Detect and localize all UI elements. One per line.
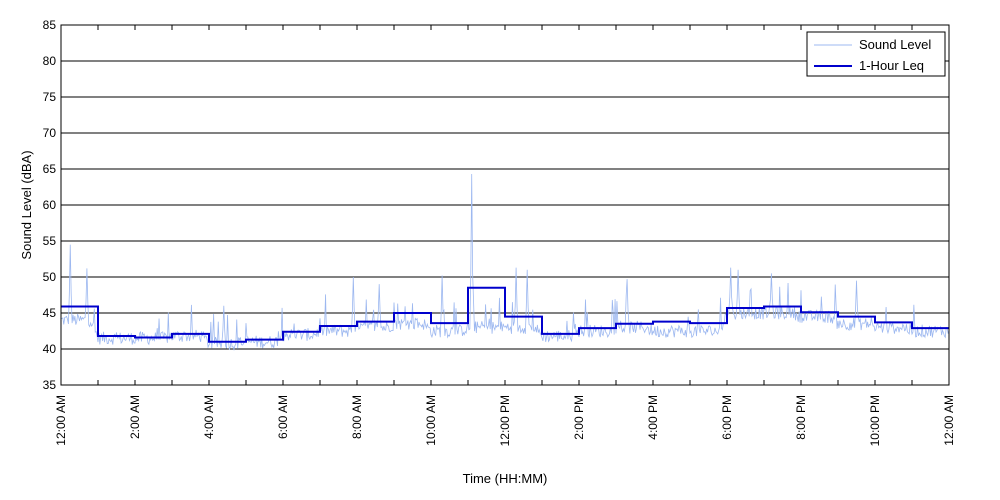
y-tick-label: 45	[43, 306, 57, 320]
y-tick-label: 75	[43, 90, 57, 104]
legend-box	[806, 31, 946, 77]
legend-label-sound-level: Sound Level	[859, 37, 931, 52]
y-tick-label: 55	[43, 234, 57, 248]
x-tick-label: 2:00 PM	[572, 395, 586, 440]
x-axis-title: Time (HH:MM)	[463, 471, 548, 486]
y-tick-label: 60	[43, 198, 57, 212]
x-tick-label: 6:00 PM	[720, 395, 734, 440]
y-tick-label: 70	[43, 126, 57, 140]
x-tick-label: 4:00 AM	[202, 395, 216, 439]
leq-series	[61, 286, 949, 343]
x-tick-label: 10:00 AM	[424, 395, 438, 446]
y-axis: 35 40 45 50 55 60 65 70 75 80 85	[43, 18, 66, 392]
x-tick-label: 2:00 AM	[128, 395, 142, 439]
x-tick-label: 6:00 AM	[276, 395, 290, 439]
x-tick-label: 12:00 AM	[54, 395, 68, 446]
leq-step-line	[61, 286, 949, 343]
x-tick-label: 8:00 AM	[350, 395, 364, 439]
legend-label-leq: 1-Hour Leq	[859, 58, 924, 73]
y-axis-title: Sound Level (dBA)	[19, 150, 34, 259]
x-tick-label: 8:00 PM	[794, 395, 808, 440]
sound-level-line	[60, 174, 950, 351]
x-tick-label: 4:00 PM	[646, 395, 660, 440]
y-tick-label: 80	[43, 54, 57, 68]
y-tick-label: 65	[43, 162, 57, 176]
x-tick-label: 10:00 PM	[868, 395, 882, 446]
y-tick-label: 35	[43, 378, 57, 392]
legend: Sound Level 1-Hour Leq	[806, 31, 946, 77]
x-axis: 12:00 AM 2:00 AM 4:00 AM 6:00 AM 8:00 AM 10:0…	[54, 25, 956, 446]
x-tick-label: 12:00 PM	[498, 395, 512, 446]
y-tick-label: 85	[43, 18, 57, 32]
sound-level-series	[60, 174, 950, 351]
x-tick-label: 12:00 AM	[942, 395, 956, 446]
y-tick-label: 50	[43, 270, 57, 284]
y-tick-label: 40	[43, 342, 57, 356]
